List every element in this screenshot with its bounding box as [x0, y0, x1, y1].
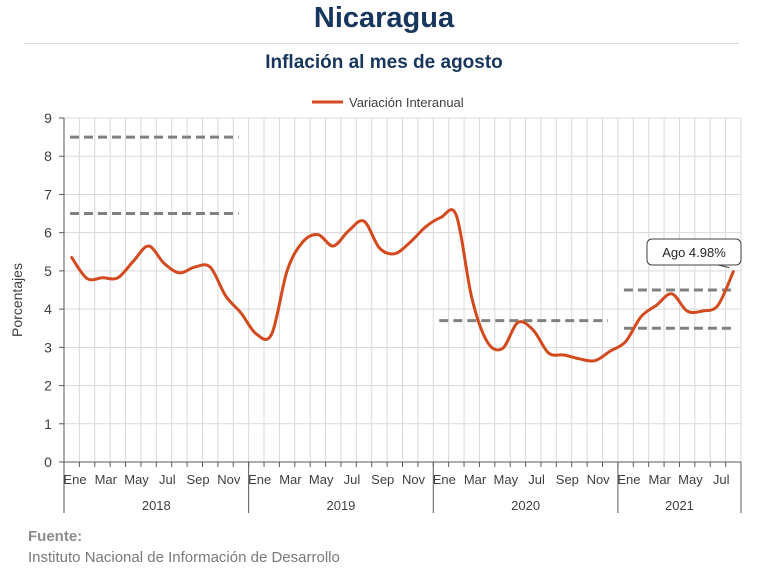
- x-tick-label: May: [678, 472, 703, 487]
- x-tick-label: Ene: [63, 472, 86, 487]
- y-tick-label: 0: [44, 454, 52, 470]
- x-tick-label: Mar: [464, 472, 487, 487]
- y-tick-label: 6: [44, 225, 52, 241]
- legend-label: Variación Interanual: [349, 95, 464, 110]
- x-tick-label: Jul: [344, 472, 361, 487]
- y-tick-label: 4: [44, 301, 52, 317]
- chart-legend: Variación Interanual: [312, 95, 464, 110]
- x-tick-label: Ene: [433, 472, 456, 487]
- y-tick-label: 2: [44, 378, 52, 394]
- year-label: 2018: [142, 498, 171, 513]
- x-tick-label: May: [124, 472, 149, 487]
- x-tick-label: May: [494, 472, 519, 487]
- x-tick-label: Ene: [617, 472, 640, 487]
- year-label: 2021: [665, 498, 694, 513]
- series-layer: [70, 208, 735, 363]
- x-tick-label: Mar: [95, 472, 118, 487]
- year-label: 2020: [511, 498, 540, 513]
- x-tick-label: Mar: [279, 472, 302, 487]
- source-heading: Fuente:: [28, 528, 83, 545]
- source-text: Instituto Nacional de Información de Des…: [28, 549, 340, 566]
- x-tick-label: Jul: [159, 472, 176, 487]
- x-tick-label: Jul: [713, 472, 730, 487]
- x-tick-label: Nov: [587, 472, 611, 487]
- x-tick-label: Ene: [248, 472, 271, 487]
- year-label: 2019: [326, 498, 355, 513]
- title-divider: [24, 43, 739, 44]
- x-tick-label: May: [309, 472, 334, 487]
- y-tick-label: 1: [44, 416, 52, 432]
- page-title: Nicaragua: [313, 2, 455, 34]
- y-tick-label: 7: [44, 186, 52, 202]
- reference-lines: [70, 135, 731, 330]
- y-tick-label: 3: [44, 339, 52, 355]
- x-tick-label: Nov: [217, 472, 241, 487]
- chart-subtitle: Inflación al mes de agosto: [265, 52, 503, 73]
- series-line: [70, 208, 735, 363]
- annotation: Ago 4.98%: [646, 238, 742, 269]
- chart-axes: [59, 117, 742, 513]
- y-tick-label: 8: [44, 148, 52, 164]
- x-tick-label: Sep: [371, 472, 394, 487]
- annotation-box: [646, 238, 742, 266]
- y-tick-label: 9: [44, 110, 52, 126]
- axis-labels: 0 1 2 3 4 5 6 7 8 9 Ene Mar May Jul Sep Nov Ene Mar May Jul…: [44, 110, 730, 513]
- x-tick-label: Sep: [556, 472, 579, 487]
- x-tick-label: Mar: [648, 472, 671, 487]
- y-tick-label: 5: [44, 263, 52, 279]
- x-tick-label: Jul: [528, 472, 545, 487]
- y-axis-title: Porcentajes: [9, 263, 25, 337]
- x-tick-label: Sep: [187, 472, 210, 487]
- annotation-label: Ago 4.98%: [662, 245, 726, 260]
- x-tick-label: Nov: [402, 472, 426, 487]
